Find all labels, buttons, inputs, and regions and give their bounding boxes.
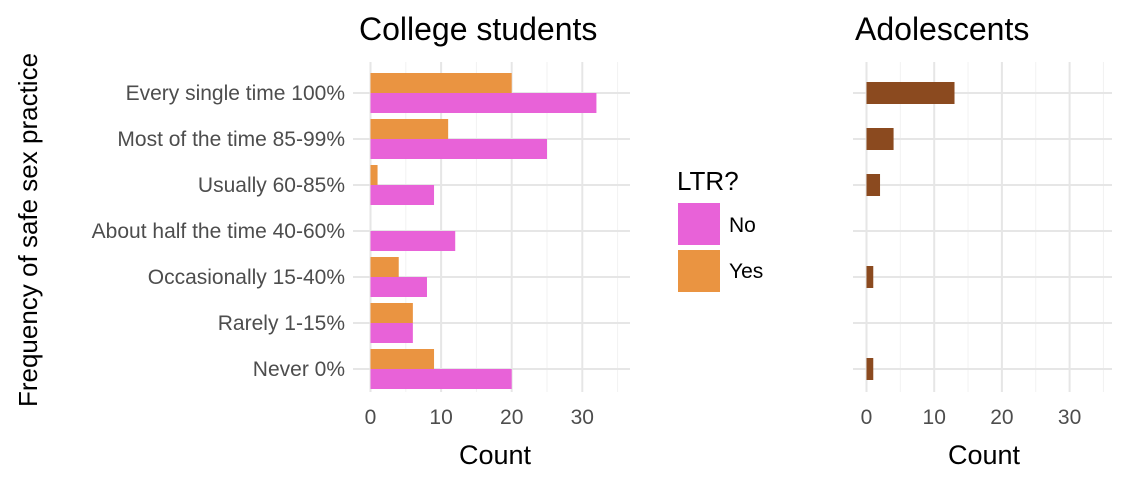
x-tick-label: 20 bbox=[500, 406, 523, 429]
bar-no-1 bbox=[370, 139, 547, 159]
x-tick-label: 10 bbox=[429, 406, 452, 429]
gridlines bbox=[853, 62, 1112, 392]
x-tick-label: 0 bbox=[365, 406, 377, 429]
y-axis-title: Frequency of safe sex practice bbox=[13, 53, 43, 407]
bars bbox=[370, 73, 597, 389]
x-tick-label: 10 bbox=[923, 406, 946, 429]
bar-yes-0 bbox=[370, 73, 512, 93]
legend-swatch-no bbox=[678, 203, 720, 245]
panel-adolescents: 0 10 20 30 bbox=[853, 62, 1112, 429]
bar-yes-6 bbox=[370, 349, 435, 369]
legend-label-yes: Yes bbox=[729, 260, 763, 283]
legend-title: LTR? bbox=[677, 166, 739, 196]
x-axis-title-adolescents: Count bbox=[948, 440, 1021, 470]
bar-yes-5 bbox=[370, 303, 413, 323]
bar-yes-1 bbox=[370, 119, 449, 139]
x-tick-label: 0 bbox=[861, 406, 873, 429]
bar-1 bbox=[866, 128, 894, 150]
panel-title-college: College students bbox=[359, 11, 597, 47]
bar-yes-4 bbox=[370, 257, 399, 277]
bar-no-5 bbox=[370, 323, 413, 343]
bar-no-6 bbox=[370, 369, 512, 389]
bar-no-0 bbox=[370, 93, 597, 113]
x-tick-label: 20 bbox=[990, 406, 1013, 429]
category-label: Usually 60-85% bbox=[198, 174, 345, 197]
legend-label-no: No bbox=[729, 214, 756, 237]
category-label: About half the time 40-60% bbox=[92, 220, 345, 243]
bars bbox=[866, 82, 955, 380]
panel-college: 0 10 20 30 Every single time 100% Most of the… bbox=[92, 62, 630, 429]
bar-no-3 bbox=[370, 231, 456, 251]
y-tick-labels: Every single time 100% Most of the time 8… bbox=[92, 82, 345, 381]
legend-swatch-yes bbox=[678, 250, 720, 292]
x-tick-label: 30 bbox=[571, 406, 594, 429]
x-tick-labels: 0 10 20 30 bbox=[861, 406, 1082, 429]
category-label: Never 0% bbox=[253, 358, 345, 381]
bar-6 bbox=[866, 358, 874, 380]
bar-4 bbox=[866, 266, 874, 288]
category-label: Every single time 100% bbox=[126, 82, 345, 105]
bar-2 bbox=[866, 174, 881, 196]
bar-no-4 bbox=[370, 277, 427, 297]
bar-no-2 bbox=[370, 185, 435, 205]
panel-title-adolescents: Adolescents bbox=[855, 11, 1029, 47]
category-label: Rarely 1-15% bbox=[218, 312, 345, 335]
legend: LTR? No Yes bbox=[677, 166, 763, 292]
bar-0 bbox=[866, 82, 955, 104]
x-tick-label: 30 bbox=[1058, 406, 1081, 429]
x-tick-labels: 0 10 20 30 bbox=[365, 406, 594, 429]
x-axis-title-college: Count bbox=[459, 440, 532, 470]
category-label: Most of the time 85-99% bbox=[117, 128, 345, 151]
category-label: Occasionally 15-40% bbox=[148, 266, 345, 289]
bar-yes-2 bbox=[370, 165, 378, 185]
